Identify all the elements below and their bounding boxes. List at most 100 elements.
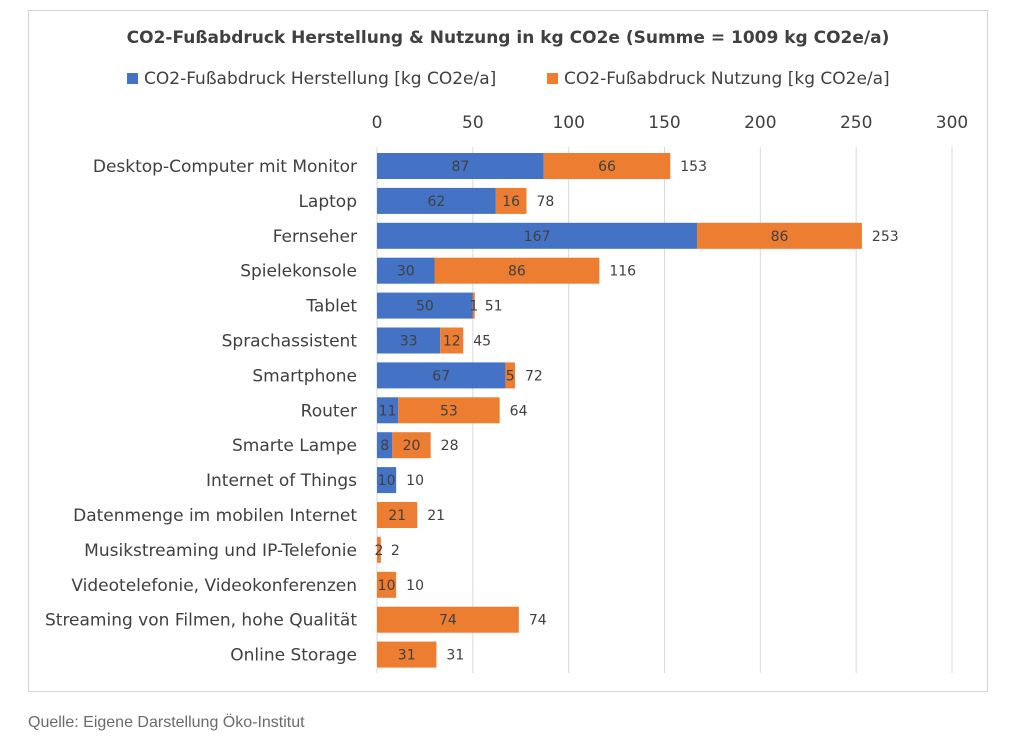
- legend-swatch: [547, 73, 558, 84]
- data-label: 67: [432, 368, 450, 384]
- bar-nutzung: [377, 571, 397, 598]
- total-label: 45: [473, 334, 491, 350]
- bar-herstellung: [377, 397, 399, 424]
- total-label: 253: [872, 229, 899, 245]
- bar-herstellung: [377, 292, 473, 319]
- total-label: 153: [680, 159, 707, 175]
- total-label: 72: [525, 368, 543, 384]
- data-label: 1: [469, 299, 478, 315]
- total-label: 21: [427, 508, 445, 524]
- bar-herstellung: [377, 432, 393, 459]
- total-label: 78: [537, 194, 555, 210]
- source-note: Quelle: Eigene Darstellung Öko-Institut: [28, 714, 305, 731]
- data-label: 8: [380, 438, 389, 454]
- bar-herstellung: [377, 222, 698, 249]
- bar-nutzung: [377, 641, 437, 668]
- bar-herstellung: [377, 327, 441, 354]
- bar-nutzung: [440, 327, 464, 354]
- legend-label: CO2-Fußabdruck Herstellung [kg CO2e/a]: [144, 69, 496, 89]
- bar-herstellung: [377, 153, 544, 179]
- category-label: Spielekonsole: [240, 262, 357, 282]
- data-label: 31: [398, 648, 416, 664]
- chart-title: CO2-Fußabdruck Herstellung & Nutzung in …: [127, 28, 890, 48]
- category-label: Sprachassistent: [222, 332, 358, 352]
- category-label: Internet of Things: [206, 471, 357, 491]
- data-label: 53: [440, 403, 458, 419]
- total-label: 2: [391, 543, 400, 559]
- category-label: Smartphone: [252, 366, 357, 386]
- data-label: 2: [374, 543, 383, 559]
- chart-svg: CO2-Fußabdruck Herstellung & Nutzung in …: [45, 28, 969, 673]
- bar-nutzung: [505, 362, 515, 389]
- category-labels: Desktop-Computer mit Monitor Laptop Fernse…: [45, 157, 357, 666]
- bar-herstellung: [377, 187, 496, 214]
- category-label: Datenmenge im mobilen Internet: [73, 506, 357, 526]
- bar-nutzung: [398, 397, 500, 424]
- bar-herstellung: [377, 467, 397, 494]
- data-label: 86: [508, 264, 526, 280]
- bar-nutzung: [543, 153, 671, 179]
- total-label: 74: [529, 613, 547, 629]
- data-label: 10: [378, 578, 396, 594]
- chart-frame: CO2-Fußabdruck Herstellung & Nutzung in …: [28, 10, 988, 692]
- x-tick-label: 100: [552, 113, 584, 133]
- data-label: 50: [416, 299, 434, 315]
- data-label: 33: [400, 334, 418, 350]
- bar-nutzung: [377, 606, 519, 633]
- total-label: 28: [441, 438, 459, 454]
- x-tick-label: 0: [372, 113, 383, 133]
- legend-swatch: [127, 73, 138, 84]
- bar-nutzung: [495, 187, 527, 214]
- legend-label: CO2-Fußabdruck Nutzung [kg CO2e/a]: [564, 69, 890, 89]
- x-tick-label: 50: [462, 113, 484, 133]
- data-label: 86: [771, 229, 789, 245]
- bars: [377, 153, 862, 668]
- bar-herstellung: [377, 362, 506, 389]
- category-label: Videotelefonie, Videokonferenzen: [71, 576, 357, 596]
- data-label: 5: [506, 368, 515, 384]
- category-label: Tablet: [305, 297, 357, 317]
- total-label: 51: [485, 299, 503, 315]
- category-label: Laptop: [298, 192, 357, 212]
- category-label: Fernseher: [273, 227, 357, 247]
- data-label: 11: [379, 403, 397, 419]
- x-axis-ticks: 0 50 100 150 200 250 300: [372, 113, 969, 133]
- data-label: 20: [403, 438, 421, 454]
- bar-herstellung: [377, 257, 435, 284]
- data-label: 62: [428, 194, 446, 210]
- data-label: 12: [443, 334, 461, 350]
- total-label: 64: [510, 403, 528, 419]
- total-label: 10: [406, 473, 424, 489]
- data-label: 21: [388, 508, 406, 524]
- category-label: Online Storage: [230, 646, 357, 666]
- x-tick-label: 150: [648, 113, 680, 133]
- x-tick-label: 200: [744, 113, 776, 133]
- category-label: Router: [301, 401, 357, 421]
- total-label: 31: [446, 648, 464, 664]
- bar-nutzung: [392, 432, 431, 459]
- x-tick-label: 250: [840, 113, 872, 133]
- legend-item: CO2-Fußabdruck Herstellung [kg CO2e/a]: [127, 69, 496, 89]
- total-label: 10: [406, 578, 424, 594]
- data-label: 87: [451, 159, 469, 175]
- data-label: 10: [378, 473, 396, 489]
- data-label: 74: [439, 613, 457, 629]
- category-label: Desktop-Computer mit Monitor: [93, 157, 357, 177]
- bar-nutzung: [697, 222, 862, 249]
- bar-nutzung: [377, 536, 381, 563]
- legend-item: CO2-Fußabdruck Nutzung [kg CO2e/a]: [547, 69, 890, 89]
- data-label: 30: [397, 264, 415, 280]
- bar-nutzung: [434, 257, 600, 284]
- x-tick-label: 300: [936, 113, 968, 133]
- legend: CO2-Fußabdruck Herstellung [kg CO2e/a] CO…: [127, 69, 890, 89]
- bar-nutzung: [377, 502, 418, 528]
- data-label: 167: [524, 229, 551, 245]
- category-label: Streaming von Filmen, hohe Qualität: [45, 611, 357, 631]
- category-label: Smarte Lampe: [232, 436, 357, 456]
- total-label: 116: [609, 264, 636, 280]
- bar-nutzung: [472, 292, 475, 319]
- data-label: 16: [502, 194, 520, 210]
- category-label: Musikstreaming und IP-Telefonie: [84, 541, 357, 561]
- data-label: 66: [598, 159, 616, 175]
